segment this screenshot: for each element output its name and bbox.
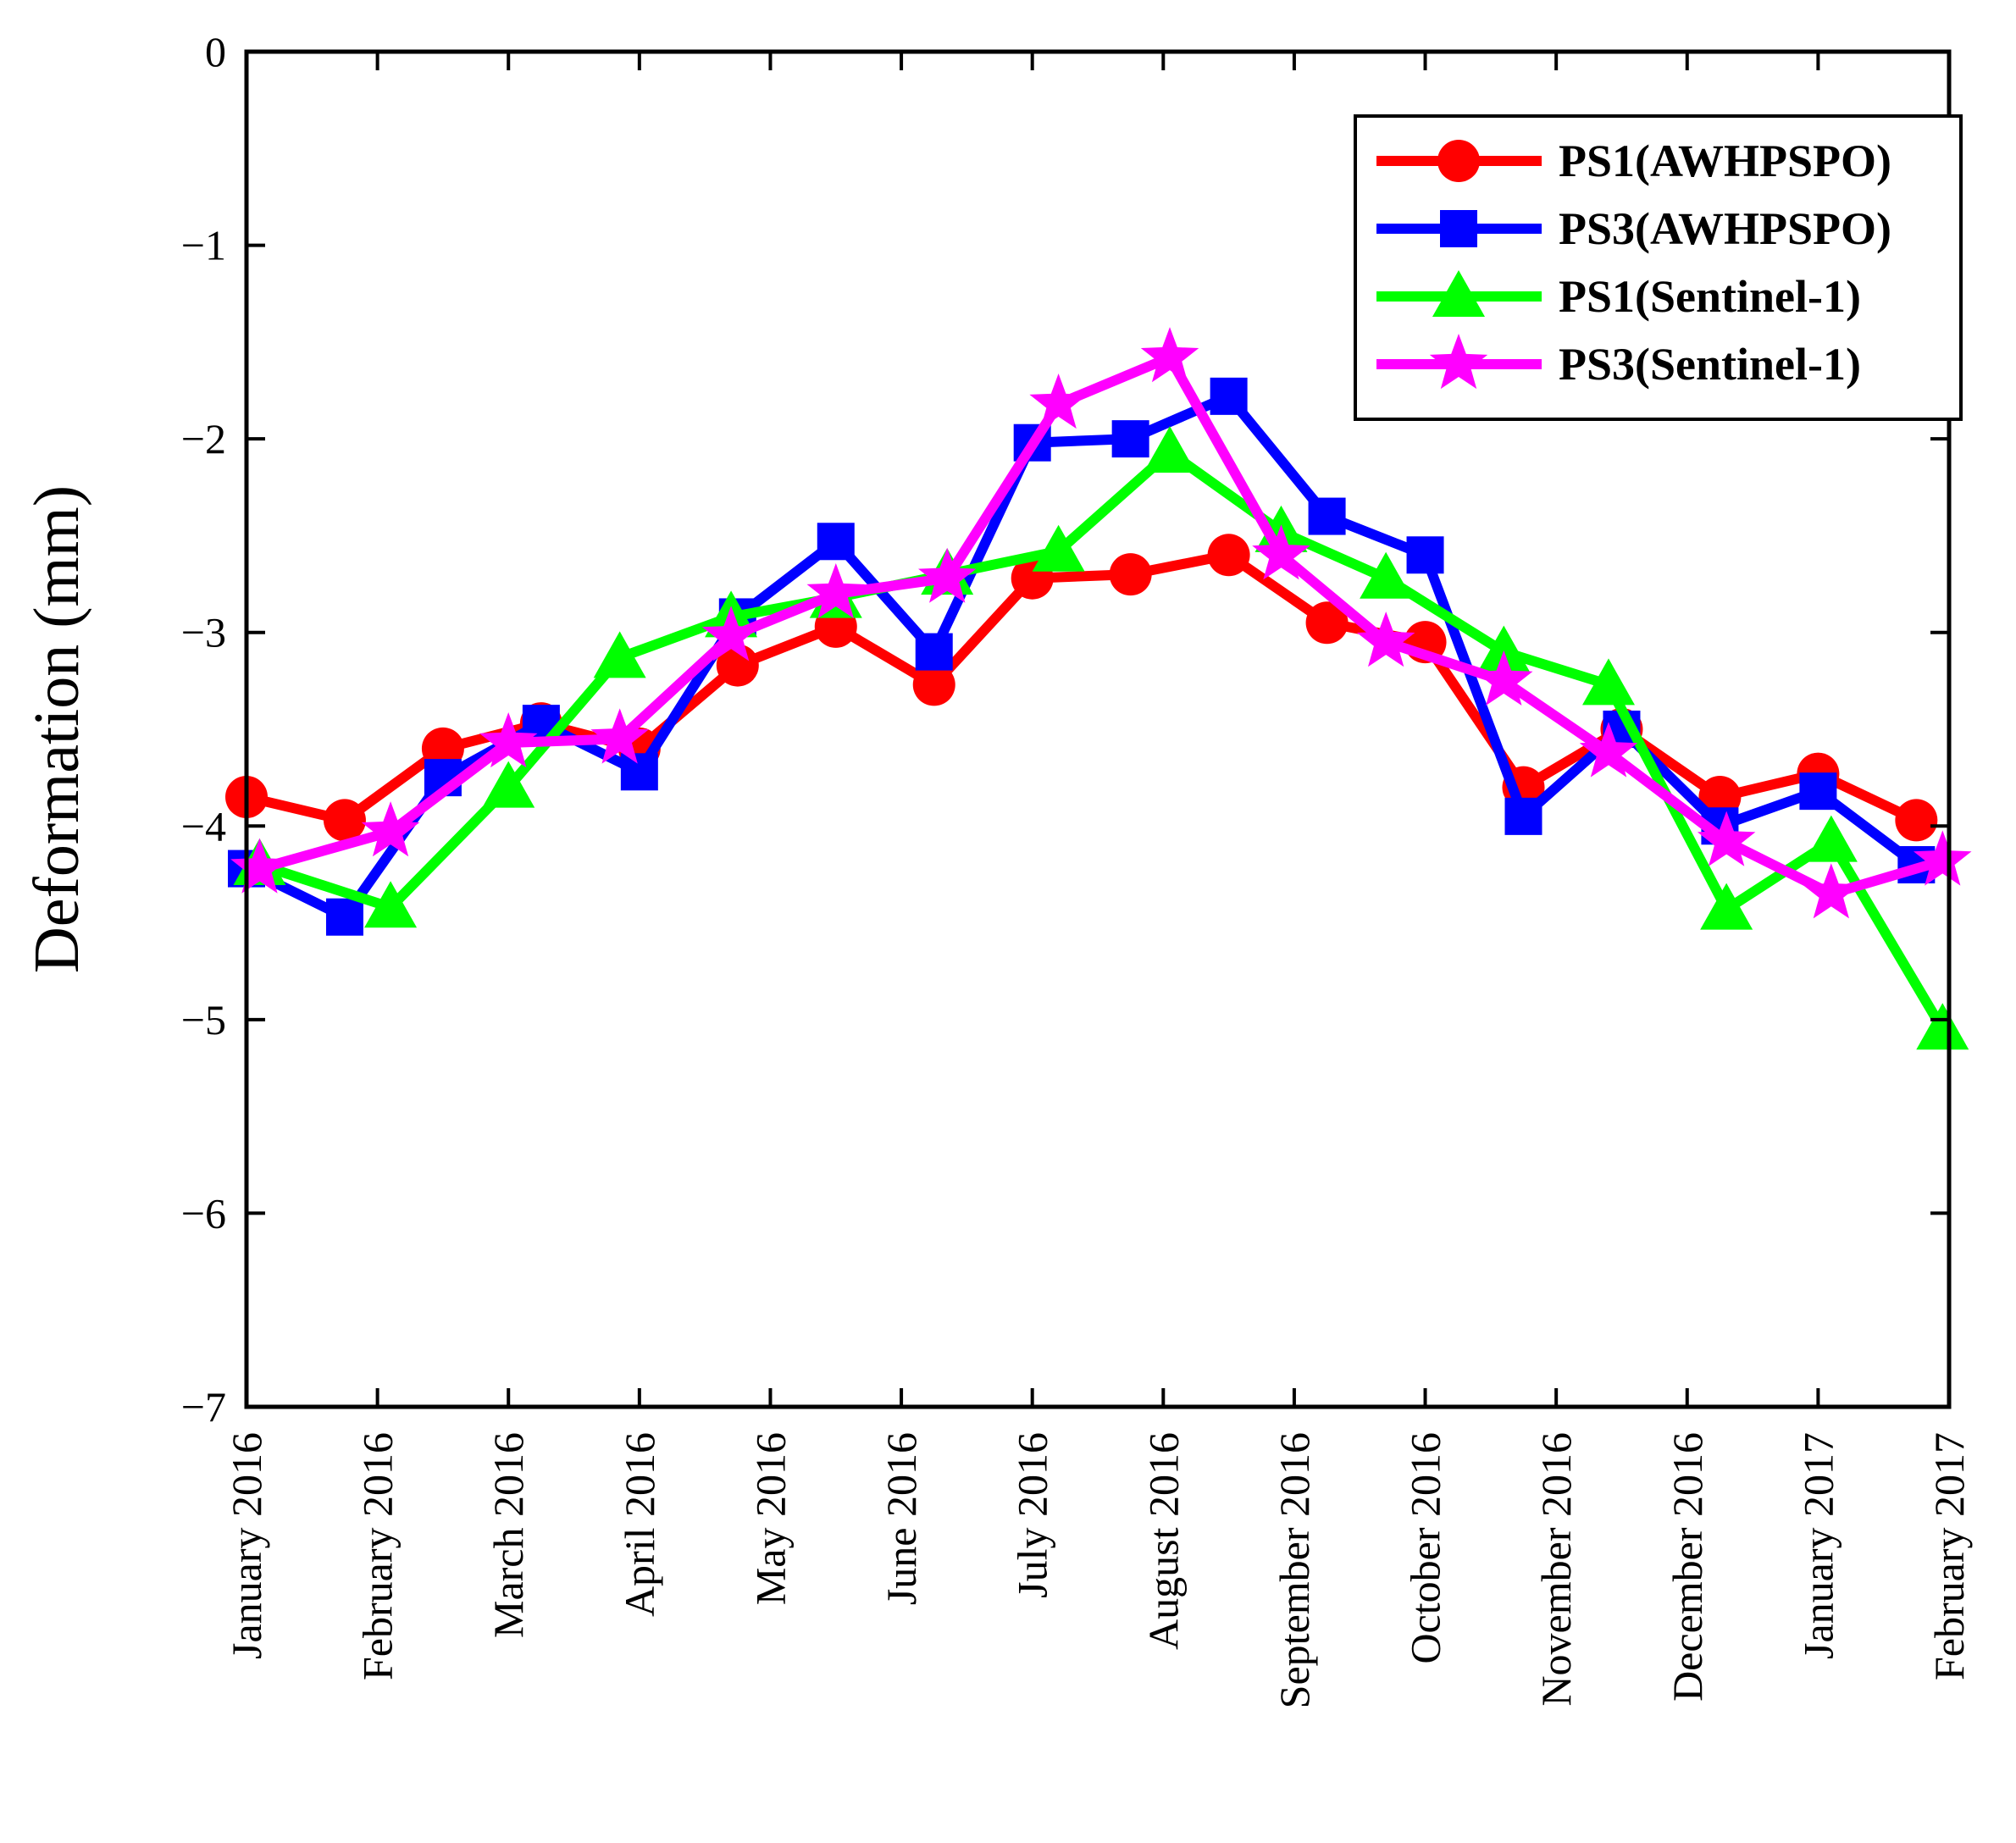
- data-point-triangle: [1032, 524, 1085, 572]
- x-tick-label: February 2017: [1925, 1432, 1973, 1680]
- y-tick-label: −3: [181, 609, 226, 656]
- x-tick-label: August 2016: [1139, 1432, 1187, 1650]
- data-point-square: [915, 633, 953, 671]
- data-point-star: [918, 547, 977, 603]
- y-tick-label: −1: [181, 222, 226, 269]
- data-point-square: [325, 898, 363, 936]
- x-tick-label: April 2016: [616, 1432, 663, 1617]
- y-tick-label: −6: [181, 1189, 226, 1237]
- x-tick-label: February 2016: [354, 1432, 402, 1680]
- x-tick-label: November 2016: [1532, 1432, 1580, 1707]
- legend-entry: PS1(Sentinel-1): [1376, 270, 1861, 322]
- data-point-star: [701, 606, 761, 661]
- data-point-triangle: [482, 761, 535, 808]
- data-point-star: [1579, 722, 1638, 778]
- x-tick-label: July 2016: [1009, 1432, 1056, 1598]
- data-point-triangle: [1916, 1003, 1969, 1050]
- data-point-triangle: [593, 631, 646, 678]
- plot-area: [225, 327, 1972, 1050]
- x-tick-label: December 2016: [1664, 1432, 1711, 1702]
- data-point-circle: [716, 644, 759, 687]
- legend-entry: PS3(Sentinel-1): [1376, 334, 1861, 390]
- axis-ticks: [245, 50, 1951, 1409]
- data-point-triangle: [1804, 815, 1858, 862]
- data-point-triangle: [364, 881, 418, 928]
- data-point-circle: [1109, 553, 1152, 596]
- legend-marker-circle: [1437, 140, 1480, 182]
- y-tick-labels: 0 −1 −2 −3 −4 −5 −6 −7: [181, 28, 226, 1431]
- y-tick-label: −2: [181, 415, 226, 462]
- y-tick-label: 0: [205, 28, 226, 75]
- legend-label: PS3(AWHPSPO): [1559, 203, 1891, 254]
- data-point-circle: [1895, 799, 1938, 842]
- series-line: [254, 352, 1948, 899]
- data-point-square: [1406, 536, 1444, 574]
- x-tick-labels: January 2016 February 2016 March 2016 April…: [223, 1432, 1973, 1708]
- data-point-star: [479, 712, 538, 768]
- data-point-circle: [1305, 601, 1349, 645]
- data-point-star: [1475, 650, 1533, 706]
- data-point-circle: [912, 663, 955, 706]
- legend-entry: PS1(AWHPSPO): [1376, 136, 1891, 186]
- y-axis-title: Deformation (mm): [21, 485, 92, 973]
- data-point-star: [1356, 612, 1415, 667]
- data-point-star: [230, 838, 289, 894]
- data-point-triangle: [1582, 658, 1635, 706]
- data-point-star: [361, 801, 420, 857]
- data-point-circle: [323, 799, 366, 842]
- data-point-square: [1504, 797, 1542, 835]
- legend-entry: PS3(AWHPSPO): [1376, 203, 1891, 254]
- data-point-star: [590, 708, 649, 764]
- data-point-triangle: [1360, 551, 1413, 599]
- data-point-square: [1111, 420, 1149, 458]
- x-tick-label: September 2016: [1271, 1432, 1318, 1708]
- series-PS3(AWHPSPO): [228, 377, 1936, 936]
- data-point-triangle: [1477, 625, 1531, 672]
- y-tick-label: −4: [181, 802, 226, 850]
- legend-marker-triangle: [1432, 270, 1485, 317]
- data-point-square: [1799, 772, 1837, 811]
- legend-label: PS1(AWHPSPO): [1559, 136, 1891, 186]
- x-tick-label: January 2017: [1794, 1432, 1842, 1659]
- legend: PS1(AWHPSPO) PS3(AWHPSPO) PS1(Sentinel-1) P…: [1354, 114, 1963, 421]
- data-point-star: [1802, 863, 1861, 919]
- data-point-star: [1914, 830, 1972, 886]
- data-point-square: [1308, 497, 1346, 535]
- data-point-star: [1029, 374, 1088, 429]
- data-point-circle: [1207, 534, 1250, 577]
- x-tick-label: January 2016: [223, 1432, 270, 1659]
- series-PS3(Sentinel-1): [230, 327, 1972, 919]
- series-line: [241, 390, 1922, 922]
- data-point-square: [1210, 377, 1248, 415]
- y-tick-label: −5: [181, 996, 226, 1043]
- x-tick-label: June 2016: [878, 1432, 925, 1605]
- legend-marker-star: [1429, 334, 1488, 390]
- plot-frame: [244, 49, 1952, 1409]
- series-PS1(AWHPSPO): [225, 534, 1938, 842]
- data-point-star: [1252, 524, 1310, 580]
- x-tick-label: October 2016: [1402, 1432, 1449, 1664]
- data-point-square: [620, 753, 658, 791]
- x-tick-label: March 2016: [485, 1432, 532, 1638]
- legend-label: PS1(Sentinel-1): [1559, 271, 1861, 322]
- data-point-triangle: [1144, 426, 1197, 473]
- legend-marker-square: [1440, 210, 1477, 247]
- legend-items: PS1(AWHPSPO) PS3(AWHPSPO) PS1(Sentinel-1) P…: [1376, 136, 1891, 390]
- data-point-square: [817, 523, 855, 561]
- x-tick-label: May 2016: [746, 1432, 794, 1605]
- series-line: [241, 550, 1922, 826]
- data-point-star: [806, 563, 865, 619]
- y-tick-label: −7: [181, 1383, 226, 1431]
- data-point-star: [1140, 327, 1199, 383]
- data-point-triangle: [1700, 883, 1753, 930]
- data-point-star: [1697, 811, 1756, 866]
- legend-label: PS3(Sentinel-1): [1559, 339, 1861, 390]
